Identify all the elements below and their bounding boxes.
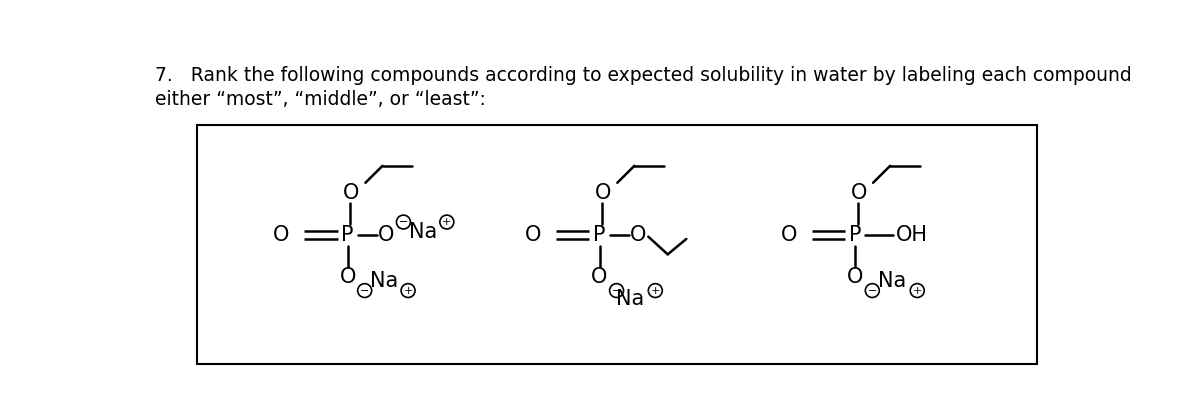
Text: O: O <box>340 268 356 287</box>
Text: 7.   Rank the following compounds according to expected solubility in water by l: 7. Rank the following compounds accordin… <box>156 66 1132 85</box>
Text: O: O <box>630 225 647 245</box>
Text: −: − <box>398 217 408 227</box>
Text: +: + <box>650 285 660 296</box>
Text: O: O <box>526 225 541 245</box>
Text: O: O <box>781 225 797 245</box>
Text: P: P <box>593 225 606 245</box>
Text: −: − <box>360 285 370 296</box>
Text: Na: Na <box>617 289 644 309</box>
Text: O: O <box>378 225 395 245</box>
Text: O: O <box>343 183 360 203</box>
Text: P: P <box>341 225 354 245</box>
Text: O: O <box>274 225 289 245</box>
Text: Na: Na <box>370 271 398 291</box>
Text: Na: Na <box>878 271 906 291</box>
Text: −: − <box>612 285 622 296</box>
Text: +: + <box>912 285 922 296</box>
Text: P: P <box>850 225 862 245</box>
Text: +: + <box>403 285 413 296</box>
Text: O: O <box>592 268 607 287</box>
Text: OH: OH <box>896 225 929 245</box>
Text: +: + <box>442 217 451 227</box>
Bar <box>197 125 1037 364</box>
Text: Na: Na <box>409 222 438 242</box>
Text: either “most”, “middle”, or “least”:: either “most”, “middle”, or “least”: <box>156 90 486 109</box>
Text: −: − <box>868 285 877 296</box>
Text: O: O <box>851 183 868 203</box>
Text: O: O <box>847 268 864 287</box>
Text: O: O <box>595 183 612 203</box>
